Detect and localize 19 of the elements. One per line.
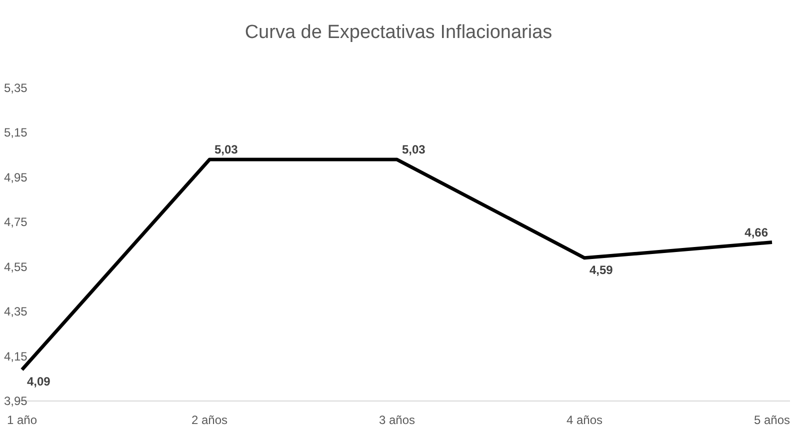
data-label: 5,03 bbox=[402, 142, 426, 157]
data-label: 4,59 bbox=[590, 262, 614, 277]
y-tick-label: 4,75 bbox=[4, 215, 28, 230]
y-tick-label: 4,35 bbox=[4, 304, 28, 319]
y-tick-label: 5,35 bbox=[4, 81, 28, 95]
chart-title: Curva de Expectativas Inflacionarias bbox=[244, 22, 552, 43]
data-label: 5,03 bbox=[214, 142, 238, 157]
x-tick-label: 2 años bbox=[191, 413, 228, 427]
y-tick-label: 4,15 bbox=[4, 349, 28, 364]
x-tick-label: 3 años bbox=[378, 413, 416, 427]
data-label: 4,66 bbox=[744, 225, 768, 240]
y-tick-label: 5,15 bbox=[4, 126, 28, 140]
y-tick-label: 3,95 bbox=[4, 394, 28, 408]
data-label: 4,09 bbox=[27, 374, 51, 389]
x-tick-label: 1 año bbox=[6, 413, 38, 427]
y-tick-label: 4,55 bbox=[4, 260, 28, 274]
y-tick-label: 4,95 bbox=[4, 170, 28, 184]
x-tick-label: 5 años bbox=[754, 413, 790, 427]
x-tick-label: 4 años bbox=[566, 413, 603, 427]
